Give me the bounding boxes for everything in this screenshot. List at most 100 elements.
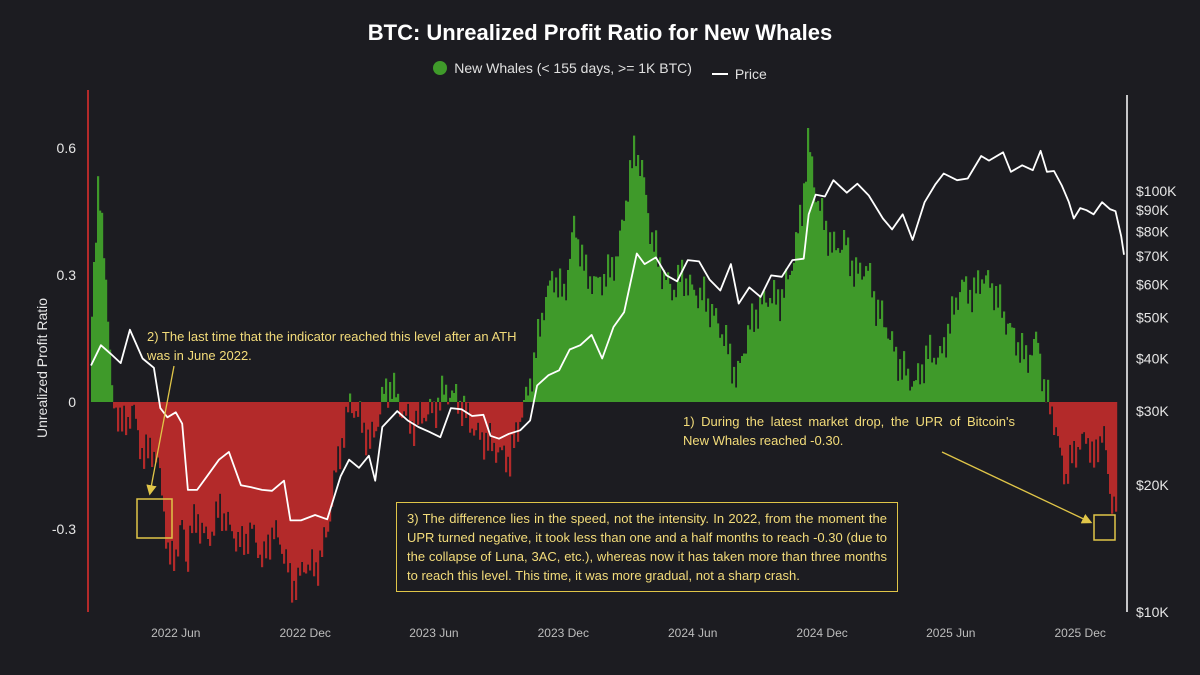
upr-bar xyxy=(705,311,708,402)
upr-bar xyxy=(365,402,368,456)
upr-bar xyxy=(351,402,354,414)
upr-bar xyxy=(213,402,216,536)
upr-bar xyxy=(363,402,366,423)
upr-bar xyxy=(757,328,760,402)
upr-bar xyxy=(495,402,498,463)
upr-bar xyxy=(357,402,360,417)
upr-bar xyxy=(765,302,768,402)
upr-bar xyxy=(513,402,516,448)
upr-bar xyxy=(311,402,314,550)
upr-bar xyxy=(491,402,494,452)
legend-item-price[interactable]: Price xyxy=(711,66,767,82)
upr-bar xyxy=(239,402,242,547)
upr-bar xyxy=(873,291,876,402)
upr-bar xyxy=(459,400,462,402)
upr-bar xyxy=(743,353,746,402)
upr-bar xyxy=(589,276,592,402)
upr-bar xyxy=(715,308,718,402)
upr-bar xyxy=(223,402,226,514)
upr-bar xyxy=(197,402,200,515)
upr-bar xyxy=(401,402,404,419)
upr-bar xyxy=(145,402,148,435)
upr-bar xyxy=(141,402,144,448)
upr-bar xyxy=(871,297,874,402)
upr-bar xyxy=(703,276,706,402)
upr-bar xyxy=(915,380,918,402)
x-tick-label: 2024 Dec xyxy=(796,626,847,640)
upr-bar xyxy=(609,277,612,402)
upr-bar xyxy=(425,402,428,422)
upr-bar xyxy=(1081,402,1084,434)
upr-bar xyxy=(1071,402,1074,464)
upr-bar xyxy=(805,181,808,402)
upr-bar xyxy=(779,321,782,402)
upr-bar xyxy=(1103,402,1106,427)
upr-bar xyxy=(1033,339,1036,402)
upr-bar xyxy=(1019,362,1022,402)
upr-bar xyxy=(115,402,118,408)
upr-bar xyxy=(485,402,488,433)
upr-bar xyxy=(581,244,584,402)
upr-bar xyxy=(599,276,602,402)
upr-bar xyxy=(1031,355,1034,402)
upr-bar xyxy=(683,296,686,402)
upr-bar xyxy=(177,402,180,557)
chart-legend: New Whales (< 155 days, >= 1K BTC) Price xyxy=(0,60,1200,82)
upr-bar xyxy=(749,329,752,402)
upr-bar xyxy=(697,308,700,402)
annotation-1: 1) During the latest market drop, the UP… xyxy=(683,414,1015,448)
upr-bar xyxy=(745,353,748,402)
upr-bar xyxy=(515,402,518,423)
upr-bar xyxy=(691,284,694,402)
upr-bar xyxy=(1011,327,1014,402)
upr-bar xyxy=(157,402,160,458)
upr-bar xyxy=(389,382,392,402)
upr-bar xyxy=(163,402,166,512)
legend-label-new-whales: New Whales (< 155 days, >= 1K BTC) xyxy=(454,60,692,76)
chart-title: BTC: Unrealized Profit Ratio for New Wha… xyxy=(367,20,833,45)
x-tick-label: 2022 Dec xyxy=(280,626,331,640)
legend-item-new-whales[interactable]: New Whales (< 155 days, >= 1K BTC) xyxy=(433,60,692,76)
upr-bar xyxy=(553,292,556,402)
upr-bar xyxy=(999,284,1002,402)
upr-bar xyxy=(797,233,800,402)
upr-bar xyxy=(159,402,162,469)
upr-bar xyxy=(821,198,824,402)
upr-bar xyxy=(227,402,230,512)
upr-bar xyxy=(899,359,902,402)
upr-bar xyxy=(857,273,860,402)
upr-bar xyxy=(349,393,352,402)
y2-tick-label: $30K xyxy=(1136,403,1169,419)
upr-bar xyxy=(677,264,680,402)
x-tick-label: 2025 Dec xyxy=(1055,626,1106,640)
upr-bar xyxy=(989,287,992,402)
upr-bar xyxy=(133,402,136,405)
upr-bar xyxy=(1093,402,1096,468)
upr-bar xyxy=(211,402,214,532)
upr-bar xyxy=(521,402,524,418)
upr-bar xyxy=(539,336,542,402)
upr-bar xyxy=(955,297,958,402)
upr-bar xyxy=(1083,402,1086,433)
upr-bar xyxy=(543,320,546,402)
y2-tick-label: $40K xyxy=(1136,351,1169,367)
upr-bar xyxy=(267,402,270,535)
upr-bar xyxy=(977,270,980,402)
upr-bar xyxy=(615,256,618,402)
upr-bar xyxy=(731,383,734,402)
upr-bar xyxy=(527,395,530,402)
upr-bar xyxy=(547,285,550,402)
upr-bar xyxy=(673,289,676,402)
upr-bar xyxy=(1111,402,1114,514)
upr-bar xyxy=(149,402,152,438)
upr-bar xyxy=(529,378,532,402)
upr-bar xyxy=(983,283,986,402)
upr-bar xyxy=(913,381,916,402)
upr-bar xyxy=(237,402,240,532)
upr-bar xyxy=(923,383,926,402)
upr-bar xyxy=(747,325,750,402)
upr-bar xyxy=(583,270,586,402)
upr-bar xyxy=(957,309,960,402)
upr-bar xyxy=(387,402,390,408)
